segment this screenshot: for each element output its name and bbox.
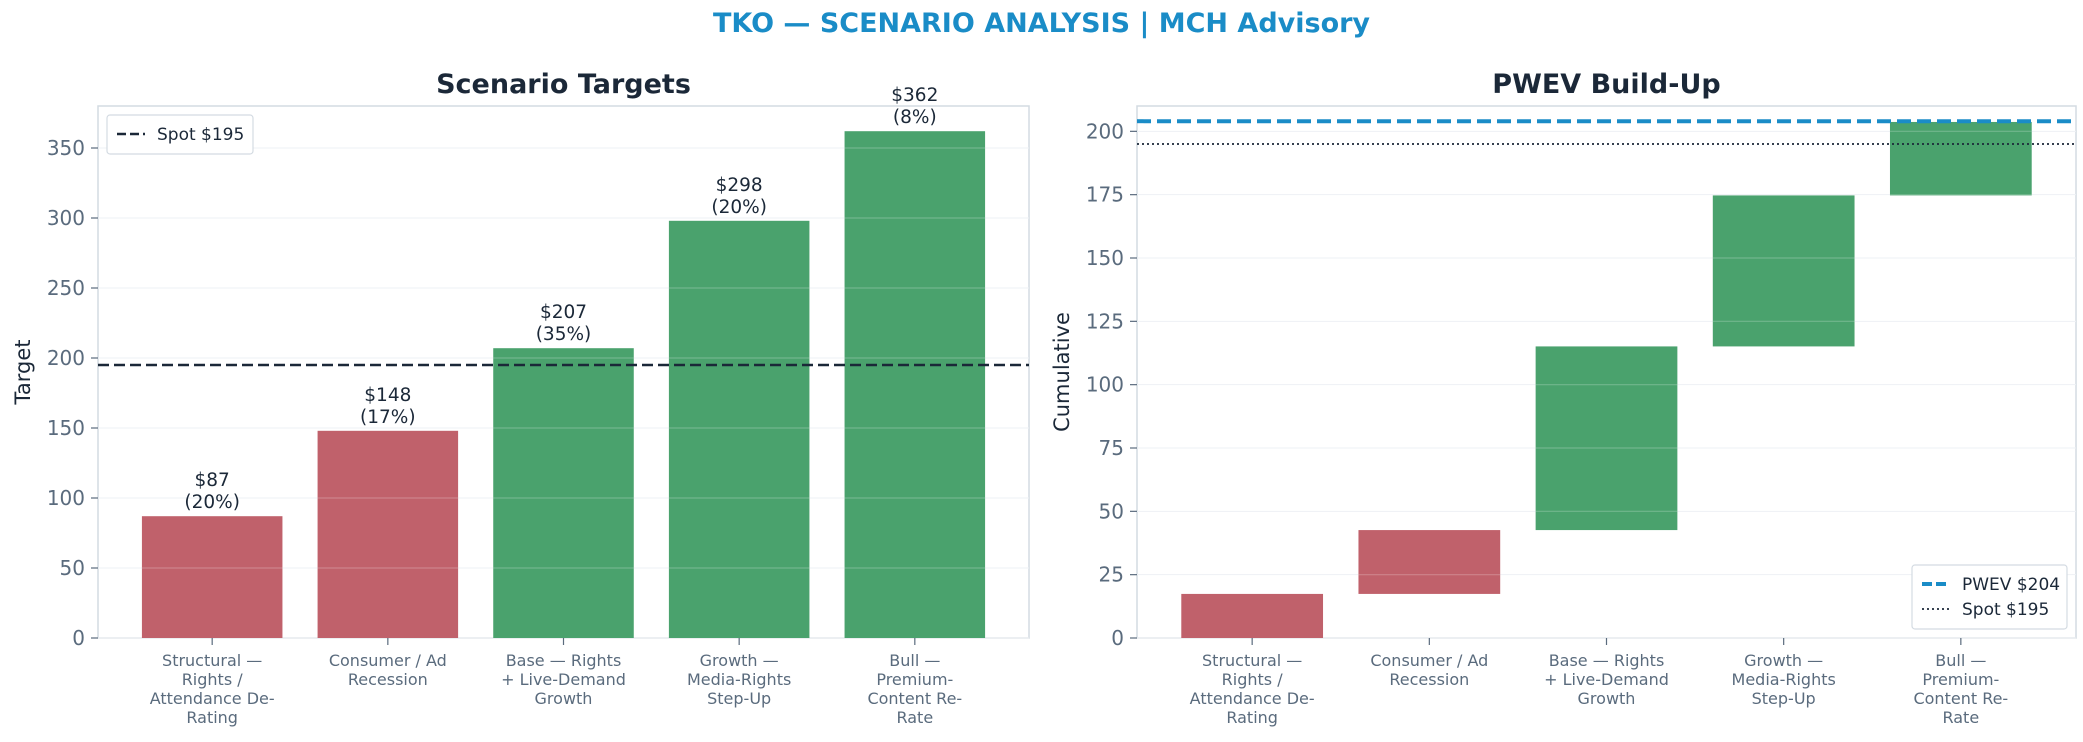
x-tick-label: Bull — [1935, 651, 1986, 670]
y-axis-label: Cumulative [1050, 312, 1074, 432]
x-tick-label: Growth — [1744, 651, 1823, 670]
probability-label: (20%) [184, 492, 240, 513]
y-axis-label: Target [11, 340, 35, 406]
value-label: $148 [364, 385, 411, 406]
x-tick-label: Media-Rights [1732, 670, 1836, 689]
x-tick-label: Content Re- [867, 689, 962, 708]
bar-4 [668, 220, 810, 639]
chart-panel-1: 0 50 100 150 200 250 300 350 Scenario Targets Tar… [11, 69, 1030, 727]
y-tick-label: 50 [1099, 499, 1124, 523]
bar-3 [493, 348, 634, 638]
bar-1 [1181, 593, 1324, 638]
x-tick-label: Rating [186, 708, 238, 727]
y-tick-label: 175 [1086, 183, 1124, 207]
y-tick-label: 25 [1099, 563, 1124, 587]
value-label: $207 [540, 302, 587, 323]
probability-label: (17%) [360, 407, 416, 428]
x-tick-label: Bull — [889, 651, 940, 670]
legend-label: Spot $195 [157, 125, 244, 145]
bar-5 [844, 131, 986, 638]
y-tick-label: 75 [1099, 436, 1124, 460]
x-tick-label: + Live-Demand [501, 670, 626, 689]
x-tick-label: Step-Up [707, 689, 771, 708]
x-tick-label: Premium- [1922, 670, 1999, 689]
x-tick-label: Growth [1578, 689, 1636, 708]
value-label: $87 [195, 470, 230, 491]
x-tick-label: Attendance De- [150, 689, 275, 708]
y-tick-label: 150 [47, 416, 85, 440]
x-tick-label: Content Re- [1913, 689, 2008, 708]
x-tick-label: Rating [1226, 708, 1278, 727]
figure-title: TKO — SCENARIO ANALYSIS | MCH Advisory [712, 8, 1371, 39]
x-tick-label: Rights / [1222, 670, 1284, 689]
x-tick-label: Media-Rights [687, 670, 791, 689]
y-tick-label: 200 [1086, 119, 1124, 143]
x-tick-label: Structural — [1202, 651, 1302, 670]
x-tick-label: Recession [348, 670, 428, 689]
x-tick-label: Rate [1942, 708, 1979, 727]
y-tick-label: 150 [1086, 246, 1124, 270]
probability-label: (35%) [536, 324, 592, 345]
x-tick-label: Base — Rights [506, 651, 622, 670]
y-tick-label: 0 [1111, 626, 1124, 650]
y-tick-label: 125 [1086, 309, 1124, 333]
bar-4 [1712, 195, 1855, 347]
x-tick-label: Growth [535, 689, 593, 708]
bar-5 [1889, 121, 2032, 196]
y-tick-label: 50 [60, 556, 85, 580]
legend: PWEV $204 Spot $195 [1911, 564, 2068, 630]
y-tick-label: 250 [47, 276, 85, 300]
x-tick-label: Growth — [700, 651, 779, 670]
y-tick-label: 350 [47, 136, 85, 160]
x-tick-label: Recession [1389, 670, 1469, 689]
legend-label: Spot $195 [1962, 600, 2049, 620]
legend-box [106, 114, 254, 155]
x-tick-label: Attendance De- [1190, 689, 1315, 708]
y-tick-label: 100 [1086, 373, 1124, 397]
x-tick-label: Consumer / Ad [1370, 651, 1488, 670]
x-tick-label: + Live-Demand [1544, 670, 1669, 689]
y-tick-label: 100 [47, 486, 85, 510]
bar-2 [1358, 530, 1501, 594]
legend-box [1911, 564, 2068, 630]
value-label: $362 [891, 85, 938, 106]
bar-2 [317, 430, 459, 638]
x-tick-label: Premium- [876, 670, 953, 689]
x-tick-label: Base — Rights [1549, 651, 1665, 670]
legend: Spot $195 [106, 114, 254, 155]
x-tick-label: Rights / [182, 670, 244, 689]
bar-3 [1535, 346, 1678, 531]
x-tick-label: Structural — [162, 651, 262, 670]
y-tick-label: 0 [72, 626, 85, 650]
chart-title: Scenario Targets [436, 69, 691, 100]
y-tick-label: 200 [47, 346, 85, 370]
y-tick-label: 300 [47, 206, 85, 230]
chart-panel-2: 0 25 50 75 100 125 150 175 200 PWEV Build-Up Cumul… [1050, 69, 2077, 727]
legend-label: PWEV $204 [1962, 575, 2060, 595]
x-tick-label: Rate [896, 708, 933, 727]
bar-1 [141, 516, 283, 638]
probability-label: (8%) [893, 107, 937, 128]
probability-label: (20%) [711, 197, 767, 218]
x-tick-label: Consumer / Ad [329, 651, 447, 670]
value-label: $298 [716, 175, 763, 196]
chart-title: PWEV Build-Up [1492, 69, 1720, 100]
x-tick-label: Step-Up [1752, 689, 1816, 708]
